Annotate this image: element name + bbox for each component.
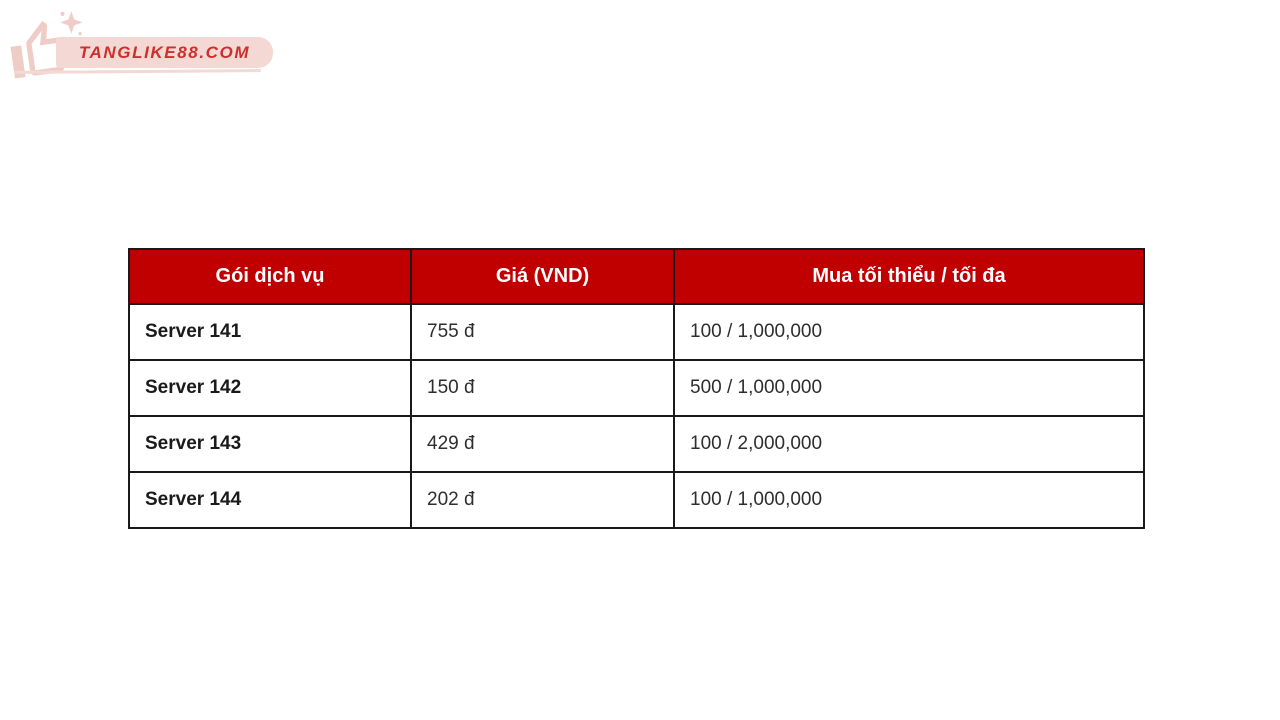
sparkle-dot <box>60 11 65 16</box>
sparkle-icon <box>60 11 83 34</box>
logo-text: TANGLIKE88.COM <box>78 42 251 62</box>
minmax-cell: 100 / 1,000,000 <box>673 303 1145 361</box>
header-goi-dich-vu: Gói dịch vụ <box>128 248 412 305</box>
minmax-cell: 100 / 2,000,000 <box>673 415 1145 473</box>
logo-banner: TANGLIKE88.COM <box>56 37 273 68</box>
server-name-cell: Server 144 <box>128 471 412 529</box>
header-mua-toi-thieu-toi-da: Mua tối thiểu / tối đa <box>673 248 1145 305</box>
logo-underline <box>13 69 262 74</box>
minmax-cell: 500 / 1,000,000 <box>673 359 1145 417</box>
price-cell: 429 đ <box>410 415 675 473</box>
server-name-cell: Server 142 <box>128 359 412 417</box>
price-cell: 150 đ <box>410 359 675 417</box>
site-logo: TANGLIKE88.COM <box>6 6 286 82</box>
price-cell: 202 đ <box>410 471 675 529</box>
server-name-cell: Server 141 <box>128 303 412 361</box>
table-row: Server 141 755 đ 100 / 1,000,000 <box>128 303 1145 361</box>
price-cell: 755 đ <box>410 303 675 361</box>
pricing-table: Gói dịch vụ Giá (VND) Mua tối thiểu / tố… <box>128 248 1145 529</box>
table-header-row: Gói dịch vụ Giá (VND) Mua tối thiểu / tố… <box>128 248 1145 305</box>
header-gia-vnd: Giá (VND) <box>410 248 675 305</box>
table-row: Server 143 429 đ 100 / 2,000,000 <box>128 415 1145 473</box>
minmax-cell: 100 / 1,000,000 <box>673 471 1145 529</box>
server-name-cell: Server 143 <box>128 415 412 473</box>
table-row: Server 142 150 đ 500 / 1,000,000 <box>128 359 1145 417</box>
sparkle-dot <box>78 32 82 36</box>
table-row: Server 144 202 đ 100 / 1,000,000 <box>128 471 1145 529</box>
